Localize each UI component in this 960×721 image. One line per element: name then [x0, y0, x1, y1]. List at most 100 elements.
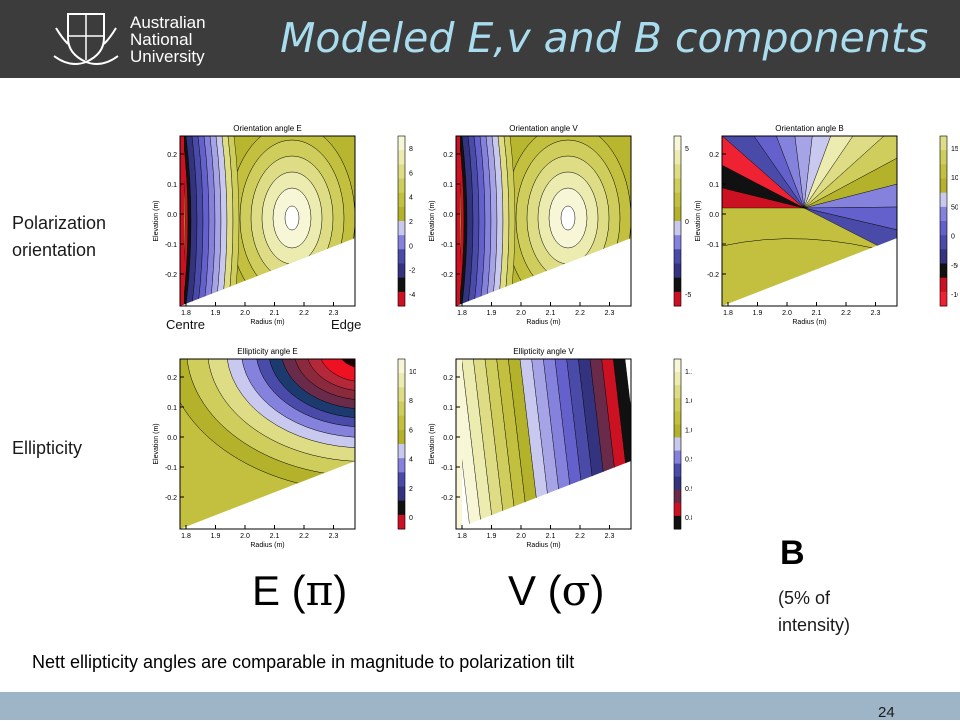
logo-line-3: University [130, 47, 205, 66]
y-tick-label: 0.2 [709, 152, 719, 159]
colorbar-tick-label: 5 [685, 146, 689, 153]
colorbar-tick-label: 1.00 [685, 427, 692, 434]
colorbar-tick-label: 2 [409, 219, 413, 226]
x-axis-label: Radius (m) [526, 319, 560, 326]
colorbar-tick-label: -4 [409, 292, 415, 299]
contour-field [722, 136, 897, 306]
plot-title: Orientation angle V [509, 124, 578, 133]
x-tick-label: 1.9 [211, 310, 221, 317]
y-tick-label: -0.1 [707, 242, 719, 249]
page-number: 24 [878, 704, 895, 721]
logo-line-2: National [130, 30, 193, 49]
x-axis-label: Radius (m) [250, 542, 284, 549]
centre-marker: Centre [166, 317, 206, 332]
crest-icon [53, 13, 119, 65]
colorbar-tick-label: 0.85 [685, 515, 692, 522]
y-tick-label: -0.2 [165, 495, 177, 502]
y-tick-label: -0.1 [441, 465, 453, 472]
y-tick-label: 0.1 [443, 182, 453, 189]
colorbar-tick-label: 0 [409, 515, 413, 522]
plot-title: Orientation angle B [775, 124, 844, 133]
colorbar-tick-label: 4 [409, 195, 413, 202]
y-tick-label: 0.2 [443, 375, 453, 382]
plot-frame [455, 358, 632, 530]
y-tick-label: 0.0 [167, 212, 177, 219]
slide-caption: Nett ellipticity angles are comparable i… [32, 652, 575, 672]
contour-field [456, 359, 631, 529]
b-component-label: B [780, 534, 805, 572]
colorbar [397, 358, 406, 530]
x-tick-label: 2.1 [812, 310, 822, 317]
x-tick-label: 1.8 [457, 310, 467, 317]
plot-orientation-e: Orientation angle E 0.2 0.1 0.0 -0.1 -0.2 1.8 1… [146, 122, 436, 332]
x-tick-label: 2.0 [240, 533, 250, 540]
colorbar-tick-label: 4 [409, 457, 413, 464]
colorbar-tick-label: 0 [951, 234, 955, 241]
y-tick-label: 0.0 [709, 212, 719, 219]
colorbar [673, 358, 682, 530]
y-axis-label: Elevation (m) [695, 200, 702, 241]
y-axis-label: Elevation (m) [153, 423, 160, 464]
colorbar-tick-label: 0.90 [685, 486, 692, 493]
x-tick-label: 2.3 [605, 533, 615, 540]
x-tick-label: 1.8 [723, 310, 733, 317]
row-label-polarization: Polarization orientation [12, 213, 107, 260]
x-tick-label: 2.1 [546, 310, 556, 317]
x-axis-label: Radius (m) [250, 319, 284, 326]
y-tick-label: -0.1 [165, 465, 177, 472]
colorbar-tick-label: 8 [409, 146, 413, 153]
plot-frame [179, 135, 356, 307]
x-tick-label: 2.0 [240, 310, 250, 317]
x-tick-label: 2.2 [841, 310, 851, 317]
x-tick-label: 1.8 [457, 533, 467, 540]
plot-frame [721, 135, 898, 307]
x-tick-label: 2.2 [299, 533, 309, 540]
y-axis-label: Elevation (m) [429, 423, 436, 464]
y-tick-label: 0.0 [443, 435, 453, 442]
x-tick-label: 1.8 [181, 310, 191, 317]
y-tick-label: -0.1 [165, 242, 177, 249]
plot-frame [179, 358, 356, 530]
x-tick-label: 2.3 [329, 533, 339, 540]
colorbar-tick-label: 50 [951, 204, 958, 211]
colorbar-tick-label: 10 [409, 369, 416, 376]
x-tick-label: 1.9 [487, 310, 497, 317]
plot-ellipticity-e: Ellipticity angle E 0.2 0.1 0.0 -0.1 -0.2 1.8 1… [146, 345, 436, 555]
university-logo: Australian National University [48, 8, 218, 70]
header-bar: Australian National University Modeled E… [0, 0, 960, 78]
page-title: Modeled E,v and B components [280, 14, 929, 62]
y-tick-label: -0.2 [707, 272, 719, 279]
colorbar-tick-label: 6 [409, 170, 413, 177]
y-tick-label: -0.2 [165, 272, 177, 279]
x-tick-label: 1.9 [487, 533, 497, 540]
y-tick-label: -0.1 [441, 242, 453, 249]
edge-marker: Edge [331, 317, 362, 332]
y-tick-label: 0.1 [167, 405, 177, 412]
colorbar-tick-label: 2 [409, 486, 413, 493]
colorbar-tick-label: 1.05 [685, 398, 692, 405]
x-tick-label: 2.3 [329, 310, 339, 317]
plot-orientation-b: Orientation angle B 0.2 0.1 0.0 -0.1 -0.2 1.8 1… [688, 122, 960, 332]
y-tick-label: 0.0 [167, 435, 177, 442]
colorbar [397, 135, 406, 307]
e-component-label: E (π) [252, 566, 348, 615]
colorbar-tick-label: 0 [685, 219, 689, 226]
row-label-ellipticity: Ellipticity [12, 438, 83, 458]
footer-bar [0, 692, 960, 720]
y-tick-label: 0.2 [443, 152, 453, 159]
plot-title: Ellipticity angle V [513, 347, 574, 356]
plot-frame [455, 135, 632, 307]
x-tick-label: 2.0 [782, 310, 792, 317]
logo-line-1: Australian [130, 13, 206, 32]
x-axis-label: Radius (m) [792, 319, 826, 326]
x-tick-label: 2.1 [270, 533, 280, 540]
x-tick-label: 1.9 [211, 533, 221, 540]
x-tick-label: 2.0 [516, 533, 526, 540]
colorbar-tick-label: 0 [409, 243, 413, 250]
x-tick-label: 2.2 [299, 310, 309, 317]
y-tick-label: 0.1 [443, 405, 453, 412]
y-tick-label: -0.2 [441, 272, 453, 279]
x-axis-label: Radius (m) [526, 542, 560, 549]
colorbar-tick-label: -5 [685, 292, 691, 299]
x-tick-label: 2.1 [546, 533, 556, 540]
